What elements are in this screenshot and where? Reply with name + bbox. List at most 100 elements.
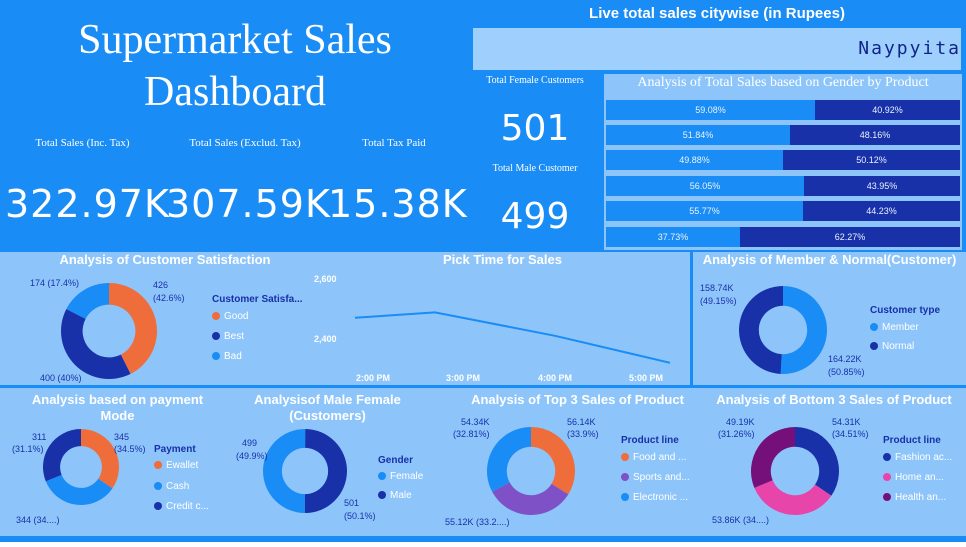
member-normal-title: Analysis of Member & Normal(Customer) <box>702 252 957 267</box>
bad-slice[interactable] <box>66 283 109 319</box>
sports-slice[interactable] <box>492 482 569 515</box>
member-normal-donut <box>738 286 827 374</box>
label-normal-value: 158.74K <box>700 283 734 293</box>
good-dot-icon <box>212 312 220 321</box>
best-slice[interactable] <box>61 308 131 379</box>
male-segment: 40.92% <box>815 100 960 120</box>
label-male-pct: (49.9%) <box>236 451 268 461</box>
legend-food[interactable]: Food and ... <box>621 452 686 463</box>
cash-slice[interactable] <box>45 474 113 505</box>
label-female-value: 501 <box>344 498 360 508</box>
legend-normal[interactable]: Normal <box>870 341 914 352</box>
label-credit-value: 311 <box>32 432 47 442</box>
label-electronic-value: 54.34K <box>461 417 490 427</box>
health-dot-icon <box>883 493 891 502</box>
bottom3-legend-title: Product line <box>883 435 941 446</box>
legend-fashion[interactable]: Fashion ac... <box>883 452 952 463</box>
x-tick-2pm: 2:00 PM <box>356 373 391 383</box>
member-dot-icon <box>870 323 878 332</box>
male-female-donut <box>263 429 348 513</box>
total-sales-inc-tax-value: 322.97K <box>5 182 170 226</box>
gender-bar-row: 56.05% 43.95% <box>606 176 960 196</box>
label-cash: 344 (34....) <box>16 515 60 525</box>
male-segment: 62.27% <box>740 227 960 247</box>
female-dot-icon <box>378 472 386 481</box>
electronic-dot-icon <box>621 493 629 502</box>
total-sales-excl-tax-value: 307.59K <box>166 182 331 226</box>
title-line-1: Supermarket Sales <box>78 17 392 63</box>
payment-legend-title: Payment <box>154 444 196 455</box>
female-segment: 49.88% <box>606 150 783 170</box>
member-slice[interactable] <box>780 286 827 374</box>
label-normal-pct: (49.15%) <box>700 296 737 306</box>
ewallet-slice[interactable] <box>81 429 119 489</box>
bottom3-title: Analysis of Bottom 3 Sales of Product <box>716 392 952 407</box>
electronic-slice[interactable] <box>487 427 531 492</box>
label-ewallet-pct: (34.5%) <box>114 444 146 454</box>
sports-dot-icon <box>621 473 629 482</box>
gender-product-title: Analysis of Total Sales based on Gender … <box>637 75 929 90</box>
male-female-title: Analysisof Male Female (Customers) <box>254 392 401 423</box>
male-segment: 48.16% <box>790 125 960 145</box>
legend-best[interactable]: Best <box>212 331 244 342</box>
fashion-dot-icon <box>883 453 891 462</box>
health-slice[interactable] <box>751 427 795 488</box>
best-dot-icon <box>212 332 220 341</box>
legend-credit[interactable]: Credit c... <box>154 501 209 512</box>
customer-type-legend-title: Customer type <box>870 305 941 316</box>
legend-female[interactable]: Female <box>378 471 423 482</box>
label-member-value: 164.22K <box>828 354 862 364</box>
male-customers-label: Total Male Customer <box>492 163 578 174</box>
top3-legend-title: Product line <box>621 435 679 446</box>
label-female-pct: (50.1%) <box>344 511 376 521</box>
gender-bar-row: 55.77% 44.23% <box>606 201 960 221</box>
sales-time-line[interactable] <box>354 311 671 364</box>
legend-member[interactable]: Member <box>870 322 919 333</box>
footer-bar <box>0 536 966 547</box>
label-fashion-value: 54.31K <box>832 417 861 427</box>
dashboard-title: Supermarket Sales Dashboard <box>0 14 470 118</box>
total-tax-value: 15.38K <box>328 182 468 226</box>
legend-home[interactable]: Home an... <box>883 472 944 483</box>
label-home: 53.86K (34....) <box>712 515 770 525</box>
legend-cash[interactable]: Cash <box>154 481 189 492</box>
label-health-pct: (31.26%) <box>718 429 755 439</box>
legend-sports[interactable]: Sports and... <box>621 472 690 483</box>
legend-ewallet[interactable]: Ewallet <box>154 460 198 471</box>
legend-male[interactable]: Male <box>378 490 412 501</box>
ewallet-dot-icon <box>154 461 162 470</box>
credit-slice[interactable] <box>43 429 81 482</box>
gender-bar-row: 37.73% 62.27% <box>606 227 960 247</box>
payment-title: Analysis based on payment Mode <box>31 392 204 423</box>
home-slice[interactable] <box>754 480 832 515</box>
x-tick-5pm: 5:00 PM <box>629 373 664 383</box>
column-divider <box>690 252 693 385</box>
cash-dot-icon <box>154 482 162 491</box>
label-electronic-pct: (32.81%) <box>453 429 490 439</box>
gender-bar-row: 59.08% 40.92% <box>606 100 960 120</box>
food-slice[interactable] <box>531 427 575 495</box>
legend-health[interactable]: Health an... <box>883 492 946 503</box>
female-segment: 59.08% <box>606 100 815 120</box>
top3-title: Analysis of Top 3 Sales of Product <box>471 392 684 407</box>
gender-bar-row: 51.84% 48.16% <box>606 125 960 145</box>
bottom3-donut <box>751 427 839 515</box>
title-line-2: Dashboard <box>144 69 326 115</box>
label-good-value: 426 <box>153 280 169 290</box>
label-food-pct: (33.9%) <box>567 429 599 439</box>
good-slice[interactable] <box>109 283 157 374</box>
gender-bar-row: 49.88% 50.12% <box>606 150 960 170</box>
female-slice[interactable] <box>263 429 306 513</box>
label-good-pct: (42.6%) <box>153 293 185 303</box>
x-tick-4pm: 4:00 PM <box>538 373 573 383</box>
pick-time-title: Pick Time for Sales <box>443 252 562 267</box>
label-health-value: 49.19K <box>726 417 755 427</box>
fashion-slice[interactable] <box>795 427 839 496</box>
male-slice[interactable] <box>305 429 348 513</box>
legend-electronic[interactable]: Electronic ... <box>621 492 688 503</box>
row-divider <box>0 385 966 388</box>
legend-good[interactable]: Good <box>212 311 248 322</box>
normal-slice[interactable] <box>738 286 783 374</box>
legend-bad[interactable]: Bad <box>212 351 242 362</box>
food-dot-icon <box>621 453 629 462</box>
